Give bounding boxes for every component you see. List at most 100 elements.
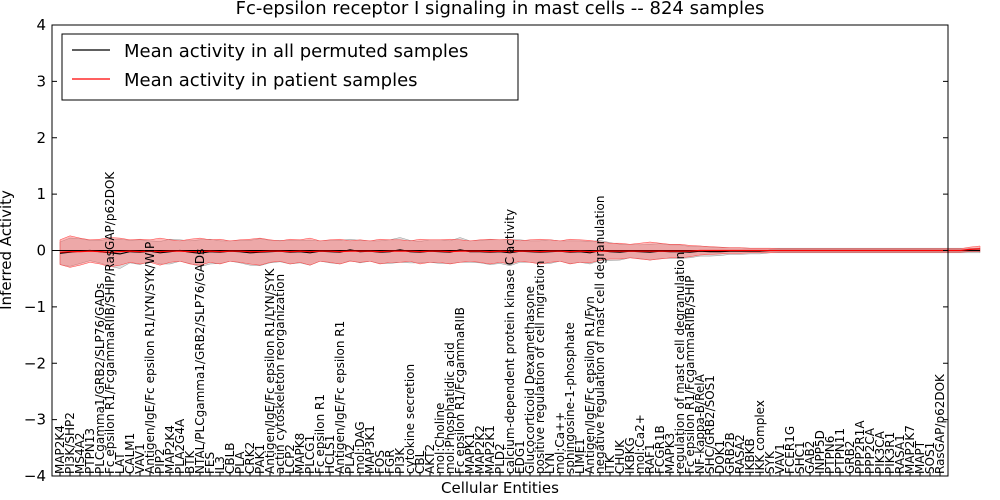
x-tick-label: PLA (233, 451, 247, 474)
x-tick-label: PLD2 (493, 443, 507, 474)
x-tick-label: PIP2 (153, 448, 167, 474)
x-tick-label: VAV1 (133, 443, 147, 474)
x-tick-label: PIK3R1 (883, 432, 897, 474)
x-tick-label: PTPN6 (823, 436, 837, 474)
y-tick-label: 1 (36, 185, 46, 203)
x-tick-label: INPP5D (813, 430, 827, 474)
x-tick-label: GAB2 (803, 441, 817, 474)
x-tick-label: negative regulation of mast cell degranu… (593, 195, 607, 474)
y-tick-label: −3 (24, 411, 46, 429)
x-tick-label: GRB2 (843, 440, 857, 474)
x-tick-label: FOS (373, 450, 387, 474)
x-tick-label: PLCgamma1/GRB2/SLP76/GADs (93, 283, 107, 474)
x-tick-label: RASA1 (893, 434, 907, 474)
x-tick-label: mol:DAG (353, 421, 367, 474)
series-lines (59, 248, 981, 255)
x-tick-label: CALM1 (123, 433, 137, 474)
x-category-labels: MAP2K4PI3K/SHP2MS4A2PTPN13PLCgamma1/GRB2… (53, 171, 947, 476)
x-tick-label: MAP2K4 (163, 425, 177, 474)
series-line-patient (59, 248, 981, 253)
x-tick-label: PAK1 (253, 444, 267, 474)
x-tick-label: RASA2 (733, 434, 747, 474)
x-tick-label: Antigen/IgE/Fc epsilon R1/LYN/SYK (263, 267, 277, 474)
x-tick-label: SOS1 (923, 442, 937, 474)
x-tick-label: Antigen/IgE/Fc epsilon R1/Fyn (583, 296, 597, 474)
y-axis-label: Inferred Activity (0, 190, 15, 310)
x-tick-label: MAP2K4 (53, 425, 67, 474)
x-tick-label: mol:Phosphatidic acid (443, 342, 457, 474)
legend-label-patient: Mean activity in patient samples (124, 70, 418, 91)
x-tick-label: FGR (383, 449, 397, 474)
x-tick-label: PI3K/SHP2 (63, 412, 77, 474)
x-tick-label: VAV1 (773, 443, 787, 474)
x-tick-label: SHC/GRB2/SOS1 (703, 375, 717, 474)
x-tick-label: CRK2 (243, 442, 257, 474)
x-tick-label: positive regulation of cell migration (533, 261, 547, 474)
x-tick-label: BTK (183, 449, 197, 474)
x-tick-label: CHUK (613, 439, 627, 474)
x-tick-label: MAP2K2 (473, 425, 487, 474)
chart-title: Fc-epsilon receptor I signaling in mast … (236, 0, 765, 19)
x-tick-label: MAP3K1 (363, 425, 377, 474)
x-tick-label: SHC1 (793, 441, 807, 474)
x-tick-label: Fc epsilon R1 (313, 394, 327, 474)
x-tick-label: CBL (413, 450, 427, 474)
x-tick-label: LYN (543, 453, 557, 474)
x-tick-label: IKBKB (743, 438, 757, 474)
x-tick-label: HCLS1 (323, 435, 337, 474)
plot-border (51, 24, 949, 477)
x-tick-label: PI3K (393, 447, 407, 474)
x-tick-label: Antigen/IgE/Fc epsilon R1 (333, 321, 347, 474)
y-tick-label: 2 (36, 129, 46, 147)
x-tick-label: GRB2B (723, 432, 737, 474)
x-tick-label: RasGAP/p62DOK (933, 373, 947, 474)
x-tick-label: PLCG1 (303, 435, 317, 474)
y-tick-label: 0 (36, 242, 46, 260)
x-tick-label: IL3 (213, 456, 227, 474)
x-tick-label: IKK complex (753, 400, 767, 474)
x-tick-label: CBLB (223, 442, 237, 474)
x-tick-label: PIK3CA (873, 430, 887, 474)
x-tick-label: LCP2 (283, 444, 297, 474)
x-tick-label: mol:Ca2+ (633, 414, 647, 474)
x-tick-label: ITK (603, 454, 617, 474)
x-tick-label: EDG1 (513, 440, 527, 474)
legend-label-permuted: Mean activity in all permuted samples (124, 41, 468, 62)
x-tick-label: FCER1G (783, 426, 797, 474)
legend-box (61, 33, 519, 101)
x-tick-label: RAF1 (643, 443, 657, 474)
x-tick-label: LIME1 (573, 438, 587, 474)
x-tick-label: NTAL/PLCgamma1/GRB2/SLP76/GADs (193, 249, 207, 474)
x-tick-label: FCGR1B (653, 425, 667, 474)
x-tick-label: calcium-dependent protein kinase C activ… (503, 209, 517, 474)
x-tick-label: MAP2K1 (483, 425, 497, 474)
y-tick-label: 3 (36, 72, 46, 90)
x-tick-label: PTPN11 (833, 428, 847, 474)
legend: Mean activity in all permuted samples Me… (61, 33, 519, 101)
x-tick-label: mol:Ca++ (553, 412, 567, 474)
x-tick-label: MS4A2 (73, 433, 87, 474)
x-tick-label: PLA2 (343, 444, 357, 474)
x-tick-label: PPP2R1A (853, 420, 867, 474)
x-tick-label: PLA2G4A (173, 418, 187, 474)
y-tick-label: −1 (24, 298, 46, 316)
x-tick-label: Fc epsilon R1/FcgammaRIIB/SHIP/RasGAP/p6… (103, 171, 117, 474)
x-tick-label: MAPK3 (663, 433, 677, 474)
x-tick-label: IKBKG (623, 437, 637, 474)
x-tick-label: MAPK8 (293, 433, 307, 474)
x-tick-label: DOK1 (713, 440, 727, 474)
x-tick-label: FES (203, 452, 217, 474)
plot-frame (51, 24, 949, 477)
x-tick-label: Fc epsilon R1/FcgammaRIIB/SHIP (683, 276, 697, 474)
x-tick-label: NF-kappa-B/RelA (693, 373, 707, 474)
x-tick-label: actin cytoskeleton reorganization (273, 274, 287, 474)
x-axis-label: Cellular Entities (441, 479, 559, 497)
x-tick-label: LAT (113, 452, 127, 474)
x-tick-label: MAPT (913, 440, 927, 474)
x-tick-label: AKT2 (423, 444, 437, 474)
x-tick-label: SYK (763, 450, 777, 474)
x-tick-label: cytokine secretion (403, 364, 417, 474)
x-tick-label: Antigen/IgE/Fc epsilon R1/LYN/SYK/WIP (143, 242, 157, 474)
y-tick-label: 4 (36, 16, 46, 34)
